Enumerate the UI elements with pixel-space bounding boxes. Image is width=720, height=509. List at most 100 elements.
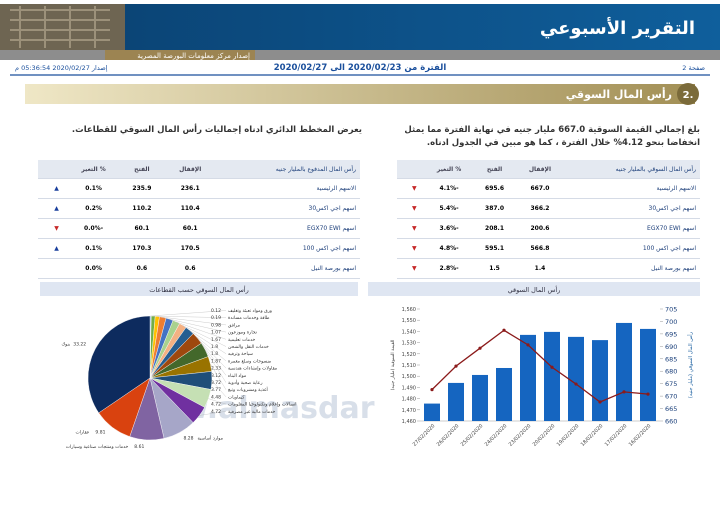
table: رأس المال السوقي بالمليار جنيه الإقفال الف…: [397, 160, 700, 279]
slice-name: مقاولات وإنشاءات هندسية: [228, 367, 278, 372]
y-tick-label: 1,550: [402, 318, 416, 324]
slice-name: خدمات النقل والشحن: [228, 345, 269, 350]
section-bar: [25, 84, 695, 104]
data-label: 3.12: [211, 373, 221, 379]
bar: [544, 331, 560, 421]
cell: 0.0%: [85, 265, 102, 272]
line-point: [526, 343, 530, 347]
slice-name: موارد أساسية: [197, 434, 223, 441]
cell: الاسهم الرئيسية: [316, 185, 356, 192]
cell: 236.1: [180, 185, 200, 192]
data-label: 1.67: [211, 337, 221, 343]
subtitle-box: [105, 50, 255, 60]
line-point: [550, 365, 554, 369]
header-title: التقرير الأسبوعي: [540, 17, 695, 39]
bar: [472, 374, 488, 421]
cell: اسهم EGX70 EWI: [307, 225, 356, 232]
section-number: 2.: [683, 90, 694, 101]
data-label: 4.72: [211, 402, 221, 408]
chart-title-bar: [40, 282, 358, 296]
cell: 1.4: [534, 265, 546, 272]
slice-name: مواد البناء: [228, 374, 247, 379]
table-row: اسهم اجي اكس30 366.2 387.0 -5.4% ▼: [397, 199, 700, 219]
cell: 235.9: [132, 185, 152, 192]
chart-title: رأس المال السوقي: [508, 285, 561, 294]
data-label: 0.12: [211, 308, 221, 314]
cell: -3.6%: [439, 225, 459, 232]
x-tick-label: 17/02/2020: [604, 423, 629, 448]
trend-arrow: ▼: [411, 185, 417, 192]
cell: 0.1%: [85, 245, 102, 252]
data-label: 3.77: [211, 387, 221, 393]
y2-tick-label: 685: [665, 355, 677, 363]
chart-title-bar: [368, 282, 700, 296]
data-label: 1.8: [211, 351, 218, 357]
data-label: 2.33: [211, 366, 221, 372]
y2-tick-label: 675: [665, 380, 677, 388]
cell: اسهم اجي اكس30: [648, 205, 696, 212]
y2-tick-label: 705: [665, 306, 677, 314]
paragraph: بلغ إجمالي القيمة السوقية 667.0 مليار جن…: [404, 125, 700, 148]
pie-slice: [87, 315, 151, 414]
slice-name: رعاية صحية وأدوية: [228, 379, 263, 386]
leader-line: [208, 398, 227, 405]
trend-arrow: ▼: [411, 265, 417, 272]
bar: [640, 328, 656, 421]
table-row: الاسهم الرئيسية 236.1 235.9 0.1% ▲: [38, 179, 360, 199]
cell: اسهم بورصة النيل: [311, 265, 356, 272]
cell: 170.5: [180, 245, 200, 252]
y2-tick-label: 665: [665, 405, 677, 413]
bar: [424, 403, 440, 421]
cell: 0.6: [136, 265, 148, 272]
slice-name: منسوجات وسلع معمرة: [228, 359, 272, 364]
line-point: [430, 388, 434, 392]
data-label: 1.87: [211, 358, 221, 364]
leader-line: [211, 380, 227, 397]
y-tick-label: 1,480: [402, 397, 416, 403]
table-row: اسهم بورصة النيل 1.4 1.5 -2.8% ▼: [397, 259, 700, 279]
data-label: 33.22: [73, 341, 86, 347]
slice-name: كيماويات: [228, 394, 245, 400]
trend-arrow: ▲: [54, 185, 59, 192]
column-header: الفتح: [486, 165, 503, 173]
line-point: [574, 382, 578, 386]
issued: إصدار 2020/02/27 05:36:54 م: [15, 64, 108, 72]
y2-tick-label: 670: [665, 393, 677, 401]
cell: اسهم EGX70 EWI: [647, 225, 696, 232]
cell: 110.2: [132, 205, 152, 212]
slice-name: ورق ومواد تعبئة وتغليف: [228, 309, 272, 314]
cell: -4.8%: [439, 245, 459, 252]
table-row: اسهم EGX70 EWI 60.1 60.1 -0.0% ▼: [38, 219, 360, 239]
slice-name: طاقة وخدمات مساندة: [228, 316, 270, 321]
cell: 387.0: [485, 205, 505, 212]
cell: -5.4%: [439, 205, 459, 212]
slice-name: خدمات ومنتجات صناعية وسيارات: [66, 445, 129, 450]
data-label: 0.19: [211, 315, 221, 321]
cell: -0.0%: [84, 225, 104, 232]
table-row: اسهم اجي اكس30 110.4 110.2 0.2% ▲: [38, 199, 360, 219]
cell: اسهم اجي اكس 100: [642, 245, 696, 252]
table-row: اسهم EGX70 EWI 200.6 208.1 -3.6% ▼: [397, 219, 700, 239]
data-label: 8.28: [183, 435, 193, 441]
x-tick-label: 18/02/2020: [580, 423, 605, 448]
data-label: 4.72: [211, 409, 221, 415]
data-label: 1.8: [211, 344, 218, 350]
cell: اسهم بورصة النيل: [651, 265, 696, 272]
slice-name: خدمات تعليمية: [228, 338, 255, 343]
data-label: 9.81: [95, 430, 105, 436]
line-point: [622, 390, 626, 394]
data-label: 1.07: [211, 330, 221, 336]
bar: [616, 322, 632, 421]
page-number: صفحة 2: [682, 64, 705, 72]
column-header: رأس المال المدفوع بالمليار جنيه: [275, 165, 356, 173]
y-tick-label: 1,470: [402, 408, 416, 414]
column-header: الفتح: [134, 165, 150, 173]
paragraph: يعرض المخطط الدائري ادناه إجماليات رأس ا…: [71, 125, 362, 135]
y2-tick-label: 660: [665, 418, 677, 426]
cell: 566.8: [530, 245, 550, 252]
leader-line: [153, 315, 227, 326]
bar: [592, 340, 608, 421]
cell: اسهم اجي اكس30: [308, 205, 356, 212]
x-tick-label: 27/02/2020: [412, 423, 437, 448]
